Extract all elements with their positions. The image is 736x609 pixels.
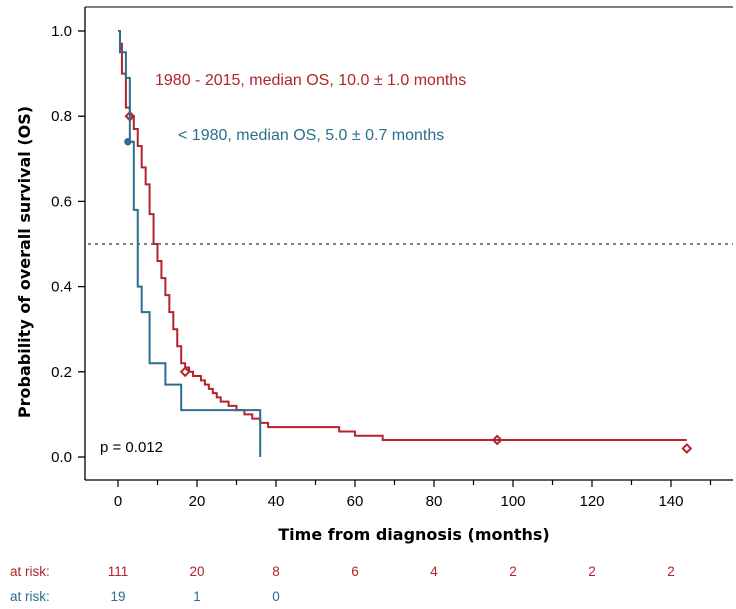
y-axis-title: Probability of overall survival (OS) — [15, 106, 34, 418]
at-risk-table: at risk: 111 20 8 6 4 2 2 2 at risk: 19 1 0 — [10, 564, 675, 604]
x-tick-label: 140 — [658, 493, 683, 510]
y-tick-label: 0.6 — [51, 193, 72, 210]
y-tick-label: 0.4 — [51, 279, 72, 296]
survival-curves — [118, 30, 693, 457]
at-risk-count: 19 — [110, 589, 125, 604]
at-risk-count: 2 — [588, 564, 596, 579]
at-risk-count: 6 — [351, 564, 359, 579]
y-ticks: 0.0 0.2 0.4 0.6 0.8 1.0 — [51, 23, 85, 466]
x-tick-label: 100 — [500, 493, 525, 510]
legend-label-1980-2015: 1980 - 2015, median OS, 10.0 ± 1.0 month… — [155, 72, 466, 89]
at-risk-count: 20 — [189, 564, 204, 579]
y-tick-label: 1.0 — [51, 23, 72, 40]
x-tick-label: 80 — [426, 493, 443, 510]
censor-marker — [491, 434, 503, 446]
survival-curve-pre-1980 — [118, 30, 262, 457]
x-tick-label: 60 — [347, 493, 364, 510]
x-tick-label: 20 — [189, 493, 206, 510]
x-tick-label: 40 — [268, 493, 285, 510]
censor-marker — [179, 366, 191, 378]
at-risk-row-label: at risk: — [10, 564, 50, 579]
legend-label-pre-1980: < 1980, median OS, 5.0 ± 0.7 months — [178, 127, 444, 144]
at-risk-count: 2 — [509, 564, 517, 579]
x-axis-title: Time from diagnosis (months) — [278, 525, 550, 544]
x-ticks: 0 20 40 60 80 100 120 140 — [114, 480, 712, 510]
survival-curve-1980-2015 — [118, 30, 687, 441]
x-tick-label: 120 — [579, 493, 604, 510]
at-risk-row-label: at risk: — [10, 589, 50, 604]
y-tick-label: 0.2 — [51, 364, 72, 381]
p-value-label: p = 0.012 — [100, 439, 163, 456]
at-risk-count: 4 — [430, 564, 438, 579]
censor-marker — [681, 443, 693, 454]
at-risk-count: 0 — [272, 589, 280, 604]
censor-marker — [124, 138, 132, 146]
at-risk-count: 111 — [108, 564, 129, 579]
x-tick-label: 0 — [114, 493, 122, 510]
y-tick-label: 0.8 — [51, 108, 72, 125]
at-risk-count: 8 — [272, 564, 280, 579]
y-tick-label: 0.0 — [51, 449, 72, 466]
at-risk-count: 1 — [193, 589, 201, 604]
plot-area — [84, 6, 733, 481]
at-risk-count: 2 — [667, 564, 675, 579]
